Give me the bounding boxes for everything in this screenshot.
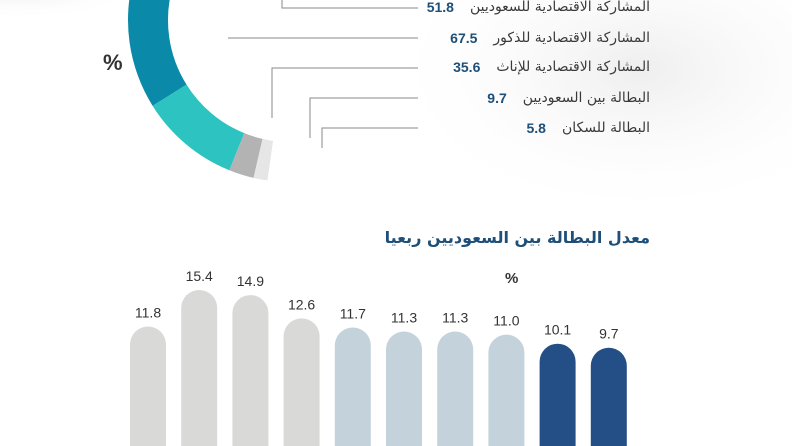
donut-legend-value: 5.8 <box>526 120 546 136</box>
donut-legend-value: 9.7 <box>487 90 507 106</box>
donut-unit-label: % <box>103 50 123 75</box>
bar-value-label: 14.9 <box>237 273 264 289</box>
bar <box>283 318 320 446</box>
bar-value-label: 11.8 <box>135 304 161 320</box>
bar-value-label: 10.1 <box>544 322 571 338</box>
donut-legend-row: المشاركة الاقتصادية للسعوديين 51.8 <box>427 0 650 17</box>
leader-line <box>309 97 418 138</box>
donut-legend-label: المشاركة الاقتصادية للإناث <box>496 59 650 75</box>
donut-legend-label: المشاركة الاقتصادية للسعوديين <box>469 0 650 15</box>
bar <box>539 343 576 446</box>
donut-legend-row: المشاركة الاقتصادية للإناث 35.6 <box>453 57 650 77</box>
donut-legend-label: البطالة بين السعوديين <box>522 90 650 106</box>
donut-legend-value: 67.5 <box>450 30 478 46</box>
leader-line <box>271 67 418 118</box>
leader-lines <box>228 0 418 148</box>
donut-legend-value: 51.8 <box>426 0 454 15</box>
bar <box>334 327 371 446</box>
bar <box>437 331 474 446</box>
leader-line <box>321 127 418 148</box>
bar <box>232 295 269 446</box>
bar-value-label: 11.3 <box>391 310 417 326</box>
bar <box>590 347 627 446</box>
donut-segment-light <box>253 138 274 181</box>
bar-value-label: 11.3 <box>442 310 468 326</box>
bar-value-label: 11.0 <box>493 313 519 329</box>
bar-value-label: 11.7 <box>340 305 366 321</box>
donut-segment-teal <box>152 84 245 171</box>
bar <box>386 331 422 446</box>
bar-chart-title: معدل البطالة بين السعوديين ربعيا <box>384 228 650 247</box>
bar-value-label: 15.4 <box>186 268 213 284</box>
donut-segment-main <box>128 0 187 106</box>
donut-legend-label: المشاركة الاقتصادية للذكور <box>493 30 650 46</box>
donut-legend-row: البطالة للسكان 5.8 <box>527 118 651 138</box>
bar-value-label: 12.6 <box>288 296 315 312</box>
bar <box>181 290 218 446</box>
bar <box>488 334 525 446</box>
bar-value-label: 9.7 <box>599 326 619 342</box>
background-swoosh-left <box>0 0 134 20</box>
bar-chart: 11.8 15.4 14.9 12.6 11.7 11.3 11.3 11.0 10.1 9.7 <box>130 268 627 446</box>
background-swoosh <box>380 0 792 220</box>
bar <box>130 326 166 446</box>
donut-segment-grey <box>229 133 263 178</box>
donut-legend-label: البطالة للسكان <box>561 120 650 136</box>
donut-legend-row: المشاركة الاقتصادية للذكور 67.5 <box>450 28 650 48</box>
bar-chart-unit-label: % <box>505 270 519 287</box>
donut-legend-row: البطالة بين السعوديين 9.7 <box>487 88 650 108</box>
donut-legend-value: 35.6 <box>453 59 481 75</box>
donut-chart <box>128 0 274 181</box>
leader-line <box>281 0 418 9</box>
